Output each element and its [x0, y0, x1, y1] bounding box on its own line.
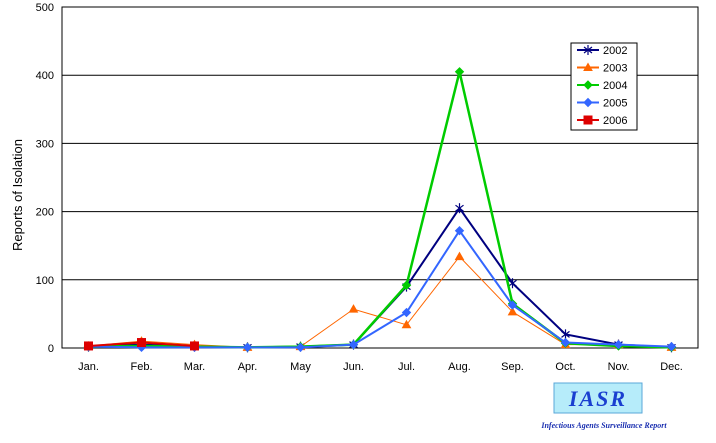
logo-box [553, 382, 643, 414]
data-point-2006 [190, 341, 199, 351]
series-group [83, 67, 677, 353]
y-tick-label: 400 [36, 70, 54, 82]
logo-text: IASR [568, 386, 627, 411]
data-point-2005 [560, 337, 571, 348]
legend-item-2003: 2003 [577, 62, 627, 75]
data-point-2006 [84, 341, 93, 351]
x-tick-label: Jun. [343, 361, 364, 373]
legend-marker [583, 62, 593, 71]
x-tick-label: Nov. [608, 361, 630, 373]
data-point-2005 [242, 342, 253, 353]
legend-item-2002: 2002 [577, 45, 627, 57]
y-axis-label: Reports of Isolation [10, 139, 25, 251]
legend-item-2005: 2005 [577, 98, 627, 110]
data-point-2003 [507, 306, 518, 316]
logo-subtitle: Infectious Agents Surveillance Report [540, 421, 667, 430]
x-tick-label: Sep. [501, 361, 524, 373]
y-tick-label: 300 [36, 138, 54, 150]
x-tick-label: Oct. [555, 361, 575, 373]
iasr-logo: IASR Infectious Agents Surveillance Repo… [540, 382, 667, 430]
y-tick-label: 0 [48, 343, 54, 355]
x-tick-label: Mar. [184, 361, 205, 373]
legend-label: 2002 [603, 45, 627, 57]
grid-lines [62, 74, 698, 281]
y-tick-label: 500 [36, 2, 54, 14]
x-tick-label: Aug. [448, 361, 471, 373]
data-point-2004 [454, 67, 465, 77]
data-point-2006 [137, 338, 146, 348]
legend-label: 2003 [603, 63, 627, 75]
data-point-2002 [455, 203, 464, 214]
data-point-2005 [348, 339, 359, 350]
data-point-2003 [401, 319, 412, 329]
x-tick-label: Feb. [130, 361, 152, 373]
data-point-2005 [401, 307, 412, 318]
data-point-2005 [507, 300, 518, 310]
legend-label: 2006 [603, 115, 627, 127]
legend-item-2004: 2004 [577, 80, 627, 92]
data-point-2004 [401, 280, 412, 290]
series-2005 [83, 225, 677, 353]
x-tick-labels: Jan. Feb. Mar. Apr. May Jun. Jul. Aug. Sep. Oct. N… [78, 361, 683, 373]
legend-box [570, 42, 638, 131]
data-point-2005 [613, 339, 624, 350]
legend-marker [583, 45, 593, 55]
data-point-2005 [454, 225, 465, 236]
legend-label: 2005 [603, 98, 627, 110]
data-point-2005 [666, 341, 677, 352]
legend-marker [583, 97, 593, 108]
legend-item-2006: 2006 [577, 115, 627, 127]
data-point-2002 [508, 278, 517, 289]
legend: 2002 2003 2004 2005 2006 [570, 42, 638, 131]
y-tick-label: 200 [36, 207, 54, 219]
data-point-2003 [454, 251, 465, 261]
data-point-2003 [348, 304, 359, 313]
legend-label: 2004 [603, 80, 627, 92]
x-tick-label: May [290, 361, 311, 373]
series-line-2005 [88, 228, 672, 349]
y-tick-label: 100 [36, 275, 54, 287]
series-2006 [84, 338, 199, 351]
x-tick-label: Apr. [238, 361, 258, 373]
x-tick-label: Dec. [660, 361, 683, 373]
legend-marker [583, 115, 593, 125]
legend-marker [583, 80, 593, 90]
y-tick-labels: 0 100 200 300 400 500 [36, 2, 54, 355]
data-point-2005 [295, 342, 306, 353]
data-point-2002 [561, 329, 570, 340]
x-tick-label: Jan. [78, 361, 99, 373]
x-tick-label: Jul. [398, 361, 415, 373]
